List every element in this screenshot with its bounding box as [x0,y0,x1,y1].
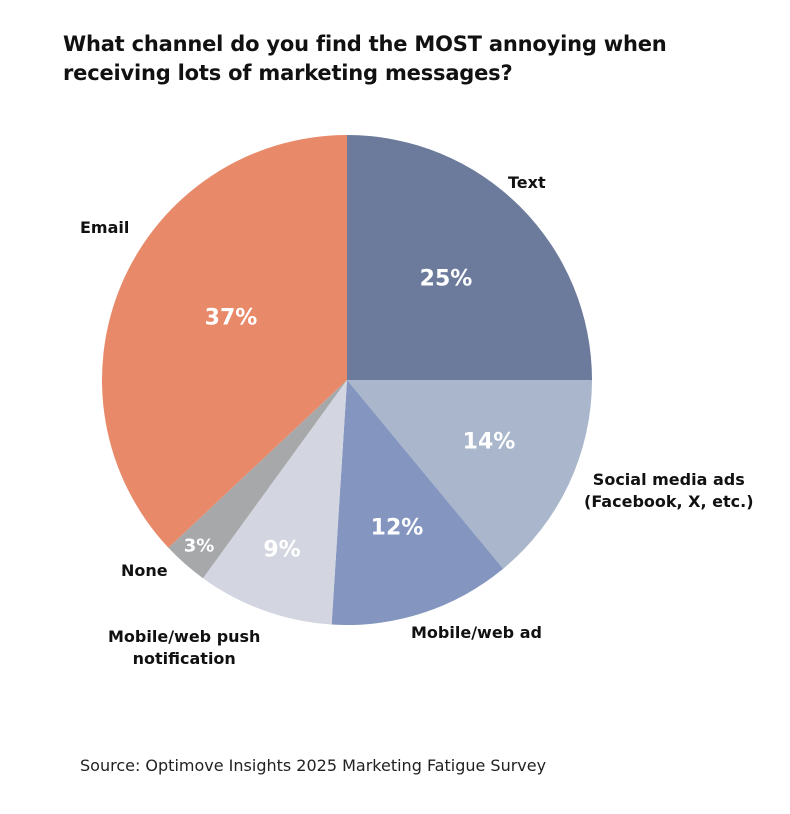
chart-title: What channel do you find the MOST annoyi… [63,32,667,85]
source-note: Source: Optimove Insights 2025 Marketing… [80,756,547,775]
slice-label-social: Social media ads (Facebook, X, etc.) [584,470,754,511]
pie-slice-email [102,135,348,548]
slice-label-mobile-ad: Mobile/web ad [411,623,542,642]
slice-label-text: Text [508,173,546,192]
slice-label-email: Email [80,218,130,237]
slice-value-push: 9% [263,537,301,563]
slice-label-none: None [121,561,168,580]
pie-slice-social-media-ads [347,380,592,569]
pie-slice-none [168,380,347,579]
slice-value-mobile-ad: 12% [370,515,424,541]
slice-value-none: 3% [183,535,215,557]
slice-value-email: 37% [204,305,258,331]
slice-label-push: Mobile/web push notification [108,627,261,668]
pie-slice-mobile-web-ad [331,380,504,625]
pie-slice-text [347,135,592,380]
slice-value-social: 14% [462,429,516,455]
slice-value-text: 25% [419,266,473,292]
pie-slice-mobile-web-push [202,380,347,625]
